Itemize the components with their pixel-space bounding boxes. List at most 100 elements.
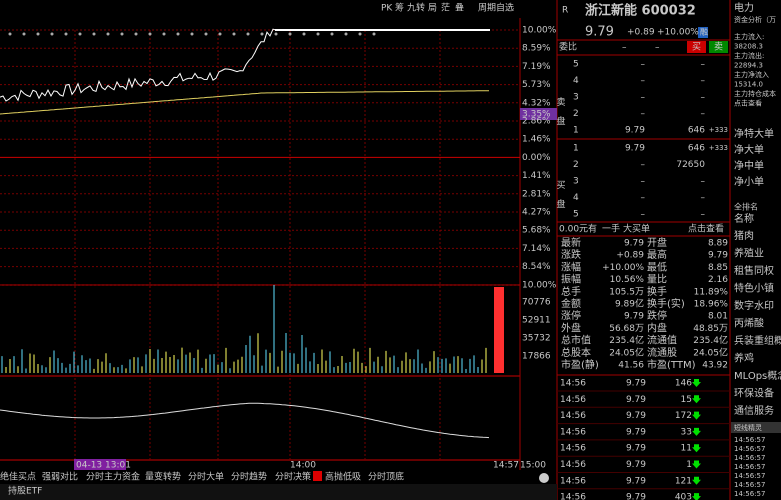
trade-volume: 403 <box>675 493 692 500</box>
tab[interactable]: 分时趋势 <box>231 471 267 483</box>
level: 1 <box>573 126 579 136</box>
sell-label: 卖盘 <box>555 97 566 135</box>
stat-label: 量比 <box>647 274 667 286</box>
volume-marker <box>494 287 504 373</box>
dot <box>22 32 26 36</box>
stat-value: 2.16 <box>708 275 728 285</box>
spirit-title: 短线精灵 <box>734 423 762 432</box>
net-item: 净特大单 <box>734 127 774 140</box>
dot <box>302 32 306 36</box>
stat-value: 235.4亿 <box>609 334 644 346</box>
fund-title: 资金分析（万 <box>734 15 776 24</box>
stat-value: 41.56 <box>618 361 644 371</box>
stat-label: 开盘 <box>647 236 667 249</box>
stat-value: 18.96% <box>694 300 729 310</box>
dot <box>288 32 292 36</box>
concept: 猪肉 <box>734 229 754 242</box>
toolbar-item[interactable]: 局 <box>428 3 437 14</box>
badge: 融 <box>700 27 708 37</box>
trade-volume: 11 <box>681 444 692 454</box>
stat-label: 换手(实) <box>647 297 685 310</box>
level-price: 9.79 <box>625 144 645 154</box>
price-axis-label: 4.32% <box>522 98 551 108</box>
price-axis-label: 1.41% <box>522 171 551 181</box>
dot <box>358 32 362 36</box>
toolbar-item[interactable]: PK <box>381 4 393 14</box>
dot <box>218 32 222 36</box>
stat-value: 8.85 <box>708 263 728 273</box>
level-price: – <box>641 210 646 220</box>
concept: 特色小镇 <box>734 282 774 295</box>
big-order: 点击查看 <box>688 223 724 235</box>
sell-button[interactable]: 卖 <box>714 42 723 53</box>
stat-value: 8.01 <box>708 312 728 322</box>
price-axis-label: 2.81% <box>522 189 551 199</box>
trade-price: 9.79 <box>626 379 646 389</box>
dot <box>246 32 250 36</box>
tab[interactable]: 绝佳买点 <box>0 471 36 483</box>
stat-label: 跌停 <box>647 309 667 322</box>
trade-price: 9.79 <box>626 460 646 470</box>
spirit-time: 14:56:57 <box>734 481 765 489</box>
toolbar-item[interactable]: 周期自选 <box>478 2 514 14</box>
dot <box>36 32 40 36</box>
trade-time: 14:56 <box>560 493 586 500</box>
toolbar-item[interactable]: 叠 <box>455 3 464 14</box>
trade-arrow <box>692 493 701 500</box>
buy-button[interactable]: 买 <box>692 42 701 53</box>
stat-label: 最高 <box>647 248 667 261</box>
tab[interactable]: 分时顶底 <box>368 471 404 483</box>
price: 9.79 <box>585 25 614 40</box>
change-pct: +10.00% <box>657 28 699 38</box>
trade-price: 9.79 <box>626 444 646 454</box>
level-volume: – <box>701 76 706 86</box>
level: 5 <box>573 60 579 70</box>
trade-volume: 121 <box>675 476 692 486</box>
indicator-line <box>0 402 490 439</box>
market: R <box>562 6 568 16</box>
buy-button-bg[interactable] <box>687 41 706 53</box>
level-volume: 72650 <box>676 160 705 170</box>
tab[interactable]: 分时主力资金 <box>86 471 140 483</box>
trade-volume: 33 <box>681 427 692 437</box>
concept: 通信服务 <box>734 404 774 417</box>
stat-label: 涨停 <box>561 309 581 322</box>
tab[interactable]: 分时决策 <box>275 471 311 483</box>
stat-label: 总市值 <box>561 334 591 347</box>
level-volume: – <box>701 193 706 203</box>
fund-item: 主力持仓成本 <box>734 89 776 98</box>
stat-value: 9.79 <box>624 312 644 322</box>
stat-value: 43.92 <box>702 361 728 371</box>
stat-value: 10.56% <box>610 275 645 285</box>
dot <box>64 32 68 36</box>
trade-price: 9.79 <box>626 427 646 437</box>
stat-label: 涨跌 <box>561 248 581 261</box>
tab[interactable]: 分时大单 <box>188 471 224 483</box>
dot <box>372 32 376 36</box>
price-axis-label: 8.59% <box>522 44 551 54</box>
toggle[interactable] <box>539 473 549 483</box>
net-item: 净小单 <box>734 175 764 188</box>
level-price: – <box>641 160 646 170</box>
badge-bg <box>698 27 708 38</box>
stock-name: 浙江新能 600032 <box>585 3 696 19</box>
tab[interactable]: 强弱对比 <box>42 471 78 483</box>
level-volume: 646 <box>688 126 705 136</box>
tab[interactable]: 量变转势 <box>145 471 181 483</box>
dot <box>344 32 348 36</box>
fund-item: 15314.0 <box>734 81 763 89</box>
toolbar-item[interactable]: 筹 <box>395 2 404 14</box>
stat-label: 总股本 <box>561 346 591 359</box>
tab[interactable]: 高抛低吸 <box>325 471 361 483</box>
ratio-diff: – <box>655 43 660 53</box>
bottom-bar-item[interactable]: 持股ETF <box>8 485 42 497</box>
dot <box>106 32 110 36</box>
toolbar-item[interactable]: 九转 <box>407 2 425 14</box>
net-item: 净大单 <box>734 143 764 156</box>
dot <box>260 32 264 36</box>
trade-time: 14:56 <box>560 476 586 486</box>
toolbar-item[interactable]: 茫 <box>441 2 450 14</box>
sell-button-bg[interactable] <box>709 41 728 53</box>
spirit-time: 14:56:57 <box>734 490 765 498</box>
